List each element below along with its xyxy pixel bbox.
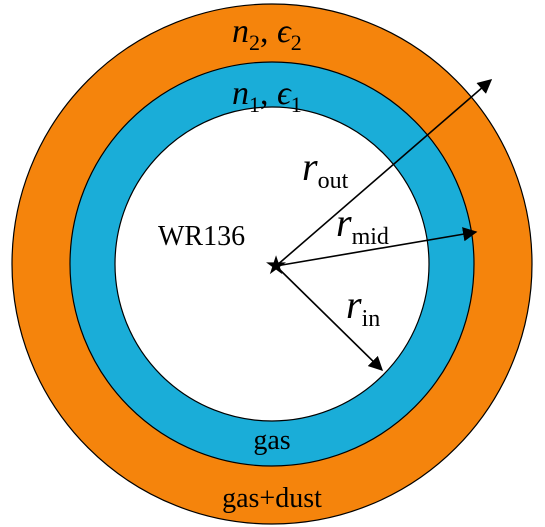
r-in-label: rin	[346, 282, 380, 332]
r-in-arrow	[275, 265, 384, 372]
r-mid-arrow	[275, 227, 478, 267]
r-out-arrow	[275, 79, 493, 267]
outer-layer-params: n2, ϵ2	[232, 13, 302, 55]
inner-cavity	[114, 106, 430, 422]
middle-layer-material-label: gas	[253, 425, 290, 456]
r-mid-label: rmid	[336, 200, 389, 250]
outer-layer-material-label: gas+dust	[222, 483, 322, 514]
r-out-label: rout	[302, 144, 349, 194]
star-name-label: WR136	[158, 221, 245, 252]
star-icon: ★	[264, 251, 287, 281]
middle-layer-params: n1, ϵ1	[232, 75, 302, 117]
